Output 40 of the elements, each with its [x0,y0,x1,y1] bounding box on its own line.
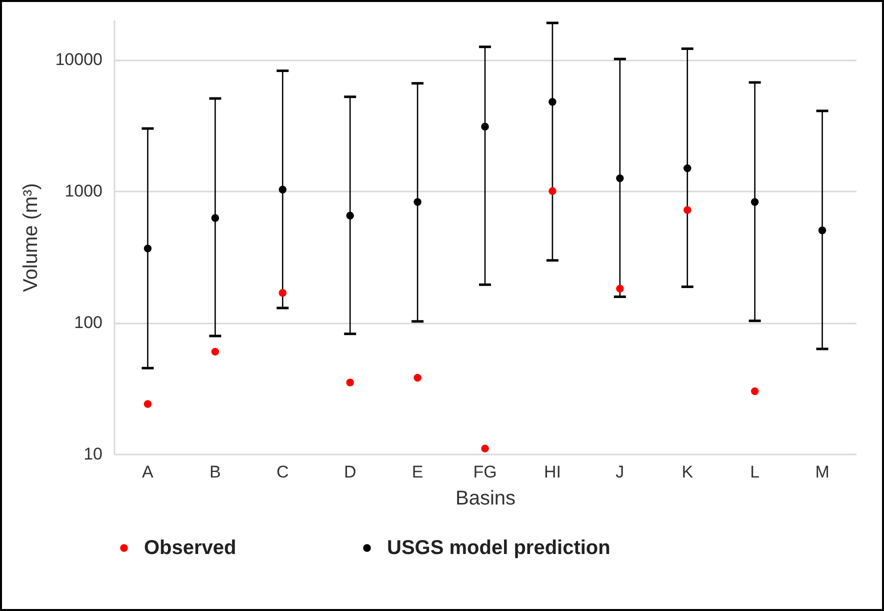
point [683,206,692,214]
point [548,98,556,106]
x-tick-label: D [344,462,356,482]
point [346,212,354,220]
point [414,374,422,382]
legend-label: Observed [144,537,236,559]
y-tick-label: 100 [74,313,102,332]
x-tick-label: FG [473,462,497,482]
legend-label: USGS model prediction [387,537,610,559]
x-tick-label: B [210,462,221,482]
point [548,187,556,195]
point [818,226,826,234]
point [211,348,220,356]
y-tick-label: 10 [84,444,102,464]
x-tick-label: J [616,462,624,482]
x-tick-label: E [412,462,424,482]
point [346,378,354,386]
point [144,244,152,252]
point [750,198,759,206]
point [278,186,287,194]
point [414,198,422,206]
y-axis-title: Volume (m³) [20,183,42,292]
point [683,164,692,172]
y-tick-label: 10000 [55,50,102,70]
x-tick-label: K [682,462,694,482]
point [750,387,759,396]
point [278,289,287,297]
point [481,444,489,452]
point [211,214,220,222]
point [616,174,624,182]
point [481,122,489,130]
point [616,284,624,293]
x-axis-title: Basins [455,488,516,510]
x-tick-label: HI [544,462,561,482]
x-tick-label: M [815,462,830,482]
x-tick-label: C [276,462,289,482]
x-tick-label: L [750,462,760,482]
point [144,400,152,408]
y-tick-label: 1000 [64,182,102,201]
x-tick-label: A [142,462,154,482]
